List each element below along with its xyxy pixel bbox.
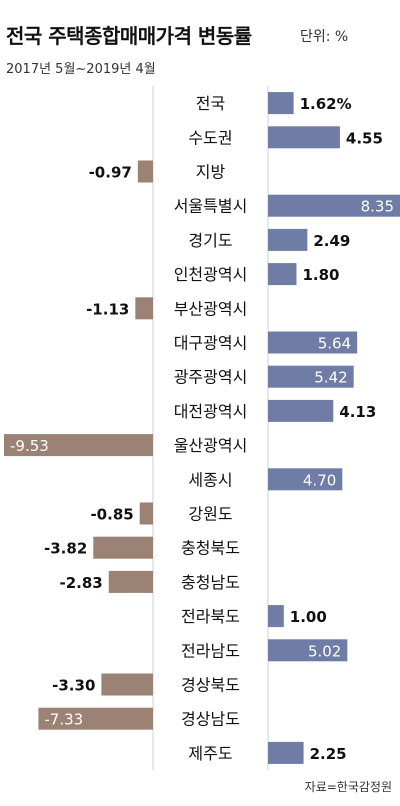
- bar: [268, 228, 308, 251]
- bar: [268, 263, 297, 286]
- category-label: 세종시: [188, 470, 232, 489]
- bar: [135, 297, 153, 320]
- bar: [268, 605, 284, 628]
- bar: [38, 707, 154, 730]
- bar: [4, 434, 153, 457]
- value-label: 5.02: [308, 642, 341, 660]
- category-label: 충청남도: [181, 573, 240, 592]
- bar: [268, 741, 304, 764]
- value-label: 1.62%: [300, 95, 352, 113]
- value-label: -0.97: [89, 164, 132, 182]
- bar: [268, 194, 400, 217]
- bar: [268, 126, 340, 149]
- value-label: -2.83: [60, 574, 103, 592]
- value-label: 5.42: [314, 369, 347, 387]
- category-label: 서울특별시: [174, 197, 248, 216]
- chart-title: 전국 주택종합매매가격 변동률: [6, 24, 252, 48]
- bar: [101, 673, 153, 696]
- value-label: 4.70: [303, 471, 336, 489]
- bar: [137, 160, 153, 183]
- category-label: 부산광역시: [174, 299, 248, 318]
- category-label: 강원도: [188, 505, 232, 524]
- category-label: 제주도: [188, 744, 232, 763]
- bar: [268, 331, 358, 354]
- period-label: 2017년 5월~2019년 4월: [6, 62, 156, 77]
- category-label: 대구광역시: [174, 334, 248, 353]
- bar: [268, 92, 294, 115]
- category-label: 전국: [196, 94, 225, 113]
- bar: [268, 365, 354, 388]
- bar: [268, 399, 334, 422]
- category-label: 경상남도: [181, 710, 240, 729]
- category-label: 전라북도: [181, 607, 240, 626]
- value-label: 1.80: [302, 266, 339, 284]
- category-label: 경상북도: [181, 676, 240, 695]
- value-label: -7.33: [44, 711, 83, 729]
- category-label: 대전광역시: [174, 402, 248, 421]
- value-label: 4.55: [346, 129, 383, 147]
- bar: [108, 570, 153, 593]
- unit-label: 단위: %: [300, 29, 349, 45]
- bar: [139, 502, 153, 525]
- category-label: 인천광역시: [174, 265, 248, 284]
- category-label: 울산광역시: [174, 436, 248, 455]
- value-label: 4.13: [339, 403, 376, 421]
- category-label: 충청북도: [181, 539, 240, 558]
- source-note: 자료=한국감정원: [304, 780, 392, 794]
- category-label: 경기도: [188, 231, 232, 250]
- category-label: 수도권: [188, 128, 232, 147]
- category-label: 광주광역시: [174, 368, 248, 387]
- bar: [268, 468, 343, 491]
- value-label: -0.85: [90, 506, 133, 524]
- value-label: 2.25: [310, 745, 347, 763]
- value-label: 1.00: [290, 608, 327, 626]
- value-label: -3.30: [52, 677, 95, 695]
- value-label: 5.64: [318, 335, 351, 353]
- bar: [93, 536, 153, 559]
- bar: [268, 639, 348, 662]
- category-label: 지방: [196, 163, 226, 182]
- value-label: -9.53: [10, 437, 49, 455]
- value-label: 2.49: [313, 232, 350, 250]
- value-label: 8.35: [361, 198, 394, 216]
- category-label: 전라남도: [181, 641, 240, 660]
- value-label: -3.82: [44, 540, 87, 558]
- value-label: -1.13: [86, 300, 129, 318]
